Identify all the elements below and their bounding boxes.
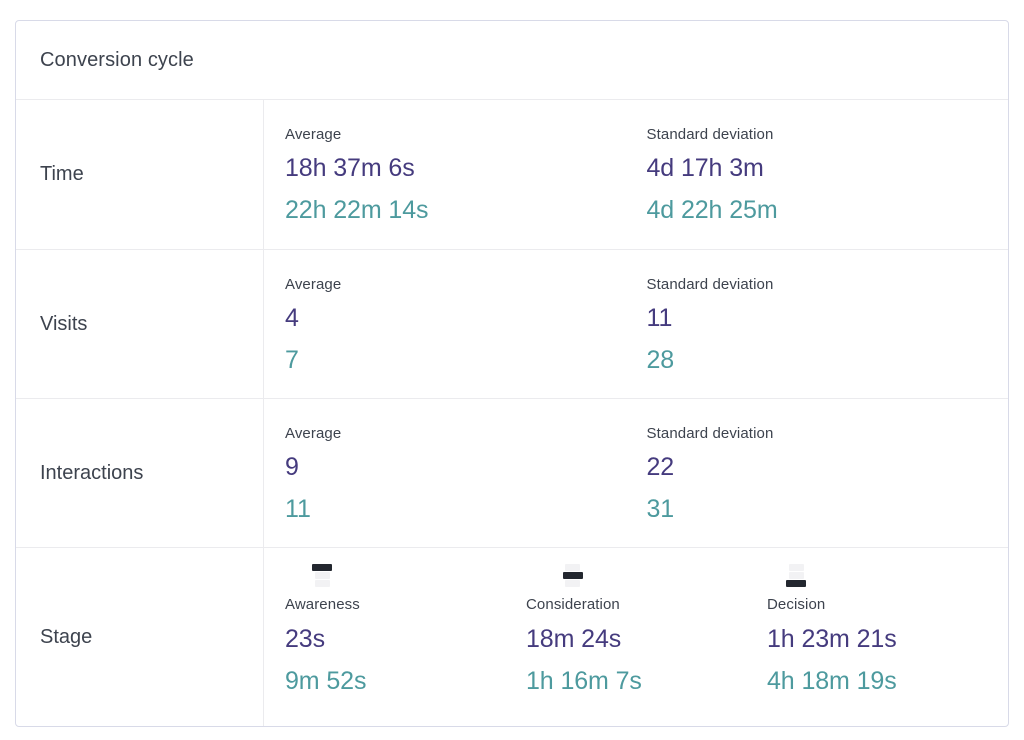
metric-average: Average 4 7 bbox=[285, 276, 647, 398]
primary-value: 23s bbox=[285, 625, 326, 653]
stage-decision: Decision 1h 23m 21s 4h 18m 19s bbox=[767, 564, 1008, 726]
funnel-bar-middle bbox=[562, 572, 583, 579]
metric-row-visits: Visits Average 4 7 Standard deviation 11… bbox=[16, 250, 1008, 399]
metric-row-interactions: Interactions Average 9 11 Standard devia… bbox=[16, 399, 1008, 548]
secondary-value: 28 bbox=[646, 346, 675, 374]
primary-value: 9 bbox=[285, 453, 299, 481]
secondary-value: 4d 22h 25m bbox=[646, 196, 778, 224]
row-label: Visits bbox=[16, 250, 264, 398]
secondary-value: 11 bbox=[285, 495, 311, 523]
row-values: Average 9 11 Standard deviation 22 31 bbox=[264, 399, 1008, 547]
metric-label: Standard deviation bbox=[646, 126, 774, 143]
metric-label: Standard deviation bbox=[646, 425, 774, 442]
metric-label: Average bbox=[285, 425, 342, 442]
funnel-bar-bottom bbox=[786, 580, 807, 587]
secondary-value: 22h 22m 14s bbox=[285, 196, 429, 224]
stage-head: Decision bbox=[767, 564, 825, 613]
stage-name: Decision bbox=[767, 596, 826, 613]
metric-std-dev: Standard deviation 22 31 bbox=[647, 425, 1009, 547]
conversion-cycle-card: Conversion cycle Time Average 18h 37m 6s… bbox=[15, 20, 1009, 727]
metric-average: Average 9 11 bbox=[285, 425, 647, 547]
row-values: Average 4 7 Standard deviation 11 28 bbox=[264, 250, 1008, 398]
primary-value: 18m 24s bbox=[526, 625, 622, 653]
funnel-decision-icon bbox=[786, 564, 807, 587]
funnel-bar-middle bbox=[788, 572, 804, 579]
secondary-value: 1h 16m 7s bbox=[526, 667, 642, 695]
funnel-awareness-icon bbox=[312, 564, 333, 587]
metric-label: Standard deviation bbox=[646, 276, 774, 293]
metric-row-time: Time Average 18h 37m 6s 22h 22m 14s Stan… bbox=[16, 100, 1008, 250]
stage-consideration: Consideration 18m 24s 1h 16m 7s bbox=[526, 564, 767, 726]
funnel-bar-middle bbox=[314, 572, 330, 579]
row-values: Awareness 23s 9m 52s Consideration 18m 2… bbox=[264, 548, 1008, 726]
funnel-bar-bottom bbox=[314, 580, 330, 587]
metric-std-dev: Standard deviation 11 28 bbox=[647, 276, 1009, 398]
stage-name: Consideration bbox=[526, 596, 620, 613]
card-title: Conversion cycle bbox=[40, 48, 194, 71]
primary-value: 22 bbox=[646, 453, 675, 481]
secondary-value: 7 bbox=[285, 346, 299, 374]
row-values: Average 18h 37m 6s 22h 22m 14s Standard … bbox=[264, 100, 1008, 249]
secondary-value: 31 bbox=[646, 495, 675, 523]
primary-value: 1h 23m 21s bbox=[767, 625, 897, 653]
primary-value: 4 bbox=[285, 304, 299, 332]
funnel-bar-top bbox=[312, 564, 333, 571]
metric-std-dev: Standard deviation 4d 17h 3m 4d 22h 25m bbox=[647, 126, 1009, 249]
row-label: Time bbox=[16, 100, 264, 249]
stage-name: Awareness bbox=[285, 596, 360, 613]
funnel-bar-bottom bbox=[565, 580, 581, 587]
metric-row-stage: Stage Awareness 23s 9m 52s bbox=[16, 548, 1008, 726]
primary-value: 11 bbox=[646, 304, 673, 332]
funnel-bar-top bbox=[788, 564, 804, 571]
metric-average: Average 18h 37m 6s 22h 22m 14s bbox=[285, 126, 647, 249]
primary-value: 4d 17h 3m bbox=[646, 154, 764, 182]
funnel-bar-top bbox=[565, 564, 581, 571]
metric-label: Average bbox=[285, 126, 342, 143]
metric-label: Average bbox=[285, 276, 342, 293]
funnel-consideration-icon bbox=[562, 564, 583, 587]
card-header: Conversion cycle bbox=[16, 21, 1008, 100]
stage-head: Awareness bbox=[285, 564, 360, 613]
secondary-value: 9m 52s bbox=[285, 667, 367, 695]
row-label: Stage bbox=[16, 548, 264, 726]
primary-value: 18h 37m 6s bbox=[285, 154, 415, 182]
secondary-value: 4h 18m 19s bbox=[767, 667, 897, 695]
stage-awareness: Awareness 23s 9m 52s bbox=[285, 564, 526, 726]
row-label: Interactions bbox=[16, 399, 264, 547]
stage-head: Consideration bbox=[526, 564, 620, 613]
